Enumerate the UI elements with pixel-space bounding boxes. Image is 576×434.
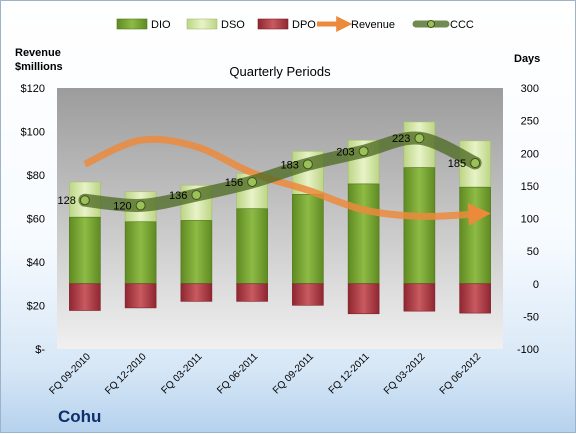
ccc-point (191, 190, 202, 201)
bar-dpo (347, 283, 380, 315)
ccc-label: 203 (336, 146, 354, 158)
bar-dpo (180, 283, 213, 302)
legend-item-revenue: Revenue (317, 15, 395, 33)
left-tick-label: $120 (21, 83, 45, 95)
x-tick-label: FQ 06-2012 (438, 351, 484, 397)
right-tick-label: 300 (521, 83, 539, 95)
ccc-label: 223 (392, 133, 410, 145)
x-tick-label: FQ 03-2012 (382, 351, 428, 397)
left-tick-label: $20 (27, 301, 45, 313)
bar-dio (347, 183, 380, 285)
x-tick-label: FQ 12-2010 (103, 351, 149, 397)
ccc-label: 185 (448, 158, 466, 170)
bar-dio (403, 167, 436, 285)
right-tick-label: -50 (523, 311, 539, 323)
legend-label: DSO (221, 19, 245, 31)
bar-dio (124, 221, 157, 285)
company-name: Cohu (58, 407, 101, 426)
left-tick-label: $100 (21, 127, 45, 139)
left-axis-title-line2: $millions (15, 61, 63, 73)
bar-dio (292, 194, 324, 285)
ccc-label: 120 (113, 200, 131, 212)
bar-dio (236, 208, 268, 285)
ccc-label: 156 (225, 177, 243, 189)
legend-label: CCC (450, 19, 474, 31)
legend-swatch (257, 18, 289, 30)
right-tick-label: 50 (527, 246, 539, 258)
x-tick-label: FQ 03-2011 (160, 351, 205, 396)
legend-item-dio: DIO (116, 18, 171, 31)
bar-dpo (403, 283, 436, 312)
ccc-point (414, 133, 425, 144)
chart-title: Quarterly Periods (229, 64, 331, 79)
ccc-point (470, 158, 481, 169)
x-tick-label: FQ 12-2011 (327, 351, 372, 396)
left-tick-label: $40 (27, 257, 45, 269)
legend-item-dpo: DPO (257, 18, 316, 31)
right-tick-label: 200 (521, 148, 539, 160)
bar-dpo (292, 283, 324, 306)
left-axis-title-line1: Revenue (15, 47, 61, 59)
legend-label: DIO (151, 19, 171, 31)
right-tick-label: 0 (533, 279, 539, 291)
bar-dpo (69, 283, 101, 311)
ccc-label: 136 (169, 190, 187, 202)
ccc-point (247, 176, 258, 187)
legend: DIO DSO DPO Revenue CCC (116, 15, 474, 33)
x-tick-label: FQ 09-2010 (47, 351, 93, 397)
revenue-line (83, 135, 491, 226)
bar-dio (459, 186, 491, 285)
ccc-point (79, 195, 90, 206)
left-tick-label: $- (35, 344, 45, 356)
bar-dio (180, 220, 213, 285)
right-tick-label: 150 (521, 181, 539, 193)
right-axis-title: Days (514, 53, 540, 65)
ccc-label: 183 (281, 159, 299, 171)
legend-swatch (116, 18, 148, 30)
legend-item-dso: DSO (186, 18, 245, 31)
legend-swatch (186, 18, 218, 30)
legend-marker (427, 20, 435, 28)
right-tick-label: 100 (521, 214, 539, 226)
bar-dpo (124, 283, 157, 309)
x-tick-label: FQ 09-2011 (271, 351, 316, 396)
ccc-point (302, 159, 313, 170)
legend-label: Revenue (351, 19, 395, 31)
bar-dpo (459, 283, 491, 314)
left-tick-label: $60 (27, 214, 45, 226)
ccc-point (135, 200, 146, 211)
bar-dpo (236, 283, 268, 302)
right-tick-label: 250 (521, 116, 539, 128)
right-tick-label: -100 (517, 344, 539, 356)
legend-label: DPO (292, 19, 316, 31)
bar-dio (69, 216, 101, 285)
legend-item-ccc: CCC (412, 19, 474, 31)
ccc-point (358, 146, 369, 157)
x-tick-label: FQ 06-2011 (215, 351, 260, 396)
ccc-label: 128 (58, 195, 76, 207)
left-tick-label: $80 (27, 170, 45, 182)
